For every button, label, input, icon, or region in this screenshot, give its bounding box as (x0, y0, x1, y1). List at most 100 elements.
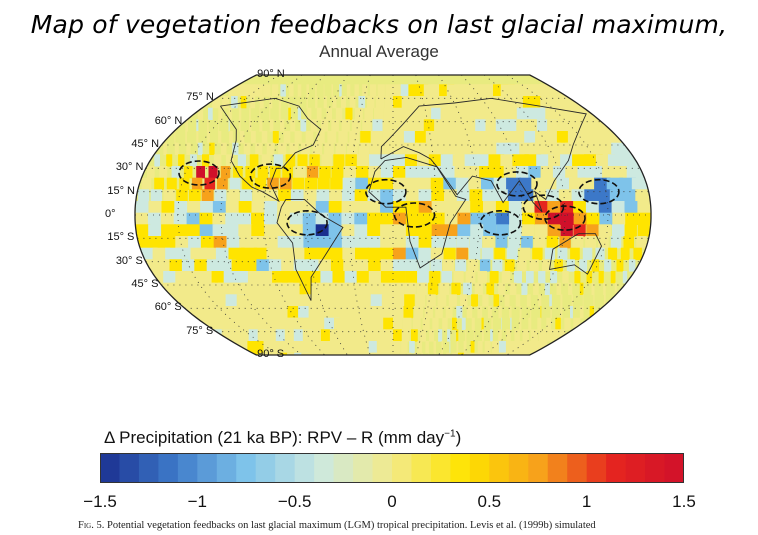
map-cell (405, 271, 417, 284)
map-cell (367, 96, 375, 109)
graticule-meridian (263, 75, 325, 355)
map-cell (506, 247, 518, 260)
map-cell (159, 166, 168, 179)
map-cell (383, 317, 394, 330)
map-cell (526, 294, 531, 307)
map-cell (550, 306, 552, 319)
colorbar-step (216, 453, 237, 483)
map-cell (285, 154, 296, 167)
map-cell (225, 212, 239, 225)
map-cell (318, 259, 334, 272)
map-cell (319, 166, 331, 179)
map-cell (560, 212, 574, 225)
slide-title: Map of vegetation feedbacks on last glac… (30, 10, 728, 39)
map-cell (381, 294, 394, 307)
map-cell (542, 259, 551, 272)
map-cell (243, 142, 251, 155)
map-cell (487, 306, 492, 319)
map-cell (469, 189, 484, 202)
map-cell (558, 189, 574, 202)
map-cell (435, 306, 443, 319)
map-cell (249, 154, 259, 167)
map-cell (403, 306, 414, 319)
map-cell (381, 282, 394, 295)
map-cell (320, 271, 336, 284)
map-cell (456, 341, 459, 354)
map-cell (303, 189, 317, 202)
map-cell (405, 236, 419, 249)
map-cell (367, 189, 381, 202)
map-cell (269, 119, 274, 132)
map-cell (483, 224, 497, 237)
map-cell (337, 294, 352, 307)
map-cell (456, 247, 469, 260)
significance-contour (286, 210, 328, 236)
colorbar-step (528, 453, 549, 483)
map-cell (289, 84, 294, 97)
map-cell (329, 189, 343, 202)
map-cell (498, 282, 506, 295)
map-cell (393, 329, 402, 342)
map-cell (220, 142, 227, 155)
map-cell (370, 294, 384, 307)
map-cell (354, 189, 368, 202)
map-cell (261, 131, 268, 144)
colorbar-tick-label: 0 (387, 492, 397, 511)
map-cell (509, 306, 512, 319)
map-cell (218, 131, 222, 144)
map-cell (538, 271, 546, 284)
map-cell (324, 142, 334, 155)
map-cell (148, 201, 162, 214)
map-cell (380, 259, 394, 272)
map-cell (367, 247, 382, 260)
map-cell (428, 352, 430, 355)
map-cell (416, 142, 430, 155)
map-cell (316, 236, 331, 249)
map-cell (486, 282, 495, 295)
map-cell (461, 317, 466, 330)
significance-contour (365, 178, 407, 205)
map-cell (414, 352, 418, 355)
map-cell (381, 142, 394, 155)
map-cell (358, 282, 372, 295)
map-cell (315, 212, 330, 225)
map-cell (509, 212, 523, 225)
map-cell (530, 306, 532, 319)
map-cell (268, 259, 285, 272)
map-cell (405, 166, 419, 179)
map-cell (491, 341, 499, 354)
map-cell (467, 259, 479, 272)
map-cell (305, 177, 318, 190)
map-cell (635, 189, 651, 202)
map-cell (476, 154, 492, 167)
latitude-label: 15° N (107, 184, 135, 197)
caption-text: Potential vegetation feedbacks on last g… (106, 520, 596, 531)
map-cell (238, 119, 241, 132)
map-cell (560, 201, 575, 214)
map-cell (355, 177, 369, 190)
map-cell (517, 259, 527, 272)
colorbar-step (469, 453, 490, 483)
map-cell (631, 177, 649, 190)
map-cell (321, 154, 333, 167)
map-cell (200, 201, 213, 214)
map-cell (161, 201, 175, 214)
map-cell (350, 306, 365, 319)
map-cell (457, 224, 471, 237)
significance-contour (578, 178, 620, 205)
map-cell (393, 189, 407, 202)
map-cell (418, 189, 433, 202)
map-cell (420, 329, 426, 342)
map-cell (412, 317, 421, 330)
map-cell (407, 352, 412, 355)
map-cell (622, 189, 638, 202)
map-cell (239, 189, 253, 202)
map-cell (327, 131, 337, 144)
map-cell (256, 259, 273, 272)
map-cell (354, 84, 359, 97)
map-cell (595, 247, 605, 260)
map-cell (186, 212, 201, 225)
map-cell (452, 317, 457, 330)
map-cell (259, 119, 263, 132)
latitude-label: 75° N (186, 91, 214, 104)
